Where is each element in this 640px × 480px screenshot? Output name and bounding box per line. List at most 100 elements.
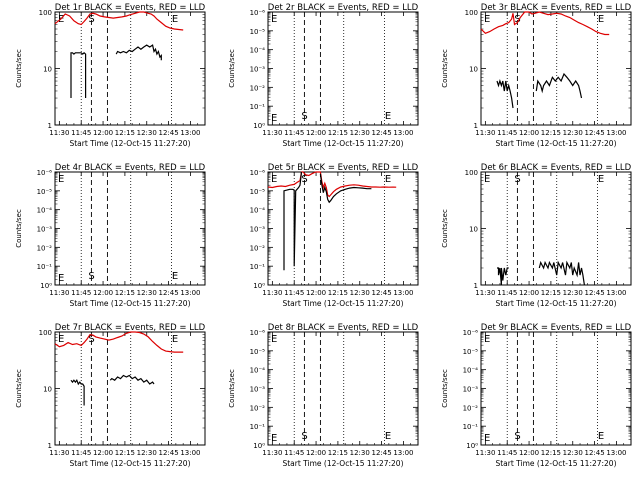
- y-tick-label: 10⁻¹: [37, 263, 53, 271]
- y-tick-label: 10⁻⁴: [463, 367, 479, 375]
- y-tick-label: 10⁻⁶: [37, 169, 53, 177]
- y-axis-label: Counts/sec: [441, 369, 449, 408]
- detector-panel-7: Det 7r BLACK = Events, RED = LLD Counts/s…: [15, 323, 206, 468]
- x-tick-label: 12:15: [115, 449, 135, 457]
- x-tick-label: 12:00: [519, 449, 539, 457]
- x-tick-label: 13:00: [393, 289, 413, 297]
- x-tick-label: 11:45: [71, 289, 91, 297]
- corner-marker-e: E: [271, 334, 277, 345]
- start-marker: S: [88, 334, 94, 345]
- x-tick-label: 12:00: [306, 289, 326, 297]
- y-tick-label: 10: [43, 386, 52, 394]
- x-tick-label: 12:00: [306, 129, 326, 137]
- x-tick-label: 12:15: [115, 129, 135, 137]
- y-tick-label: 100: [465, 169, 478, 177]
- panel-title: Det 4r BLACK = Events, RED = LLD: [55, 163, 206, 173]
- y-tick-label: 10⁻⁶: [250, 329, 266, 337]
- corner-marker-e: E: [58, 273, 64, 284]
- x-tick-label: 13:00: [180, 289, 200, 297]
- y-tick-label: 10⁻⁵: [250, 28, 266, 36]
- x-tick-label: 12:15: [541, 129, 561, 137]
- plot-frame: [267, 11, 419, 126]
- y-axis-label: Counts/sec: [441, 49, 449, 88]
- detector-panel-5: Det 5r BLACK = Events, RED = LLD Start Ti…: [250, 163, 419, 308]
- detector-panel-1: Det 1r BLACK = Events, RED = LLD Counts/s…: [15, 3, 206, 148]
- lld-series-line: [267, 171, 397, 198]
- y-tick-label: 100: [39, 9, 52, 17]
- x-axis-label: Start Time (12-Oct-15 11:27:20): [495, 139, 616, 148]
- x-tick-label: 11:30: [49, 289, 69, 297]
- detector-panel-2: Det 2r BLACK = Events, RED = LLD Counts/s…: [228, 3, 419, 148]
- x-tick-label: 13:00: [180, 449, 200, 457]
- y-tick-label: 10⁰: [253, 282, 265, 290]
- end-marker: E: [385, 431, 391, 442]
- x-tick-label: 12:15: [115, 289, 135, 297]
- x-tick-label: 13:00: [180, 129, 200, 137]
- x-tick-label: 11:45: [497, 289, 517, 297]
- x-tick-label: 12:45: [584, 449, 604, 457]
- corner-marker-e: E: [271, 433, 277, 444]
- y-tick-label: 10⁻³: [463, 386, 479, 394]
- x-tick-label: 12:15: [328, 449, 348, 457]
- start-marker: S: [514, 431, 520, 442]
- y-tick-label: 10⁻²: [463, 404, 479, 412]
- panel-title: Det 1r BLACK = Events, RED = LLD: [55, 3, 206, 13]
- x-tick-label: 12:15: [541, 289, 561, 297]
- y-axis-label: Counts/sec: [15, 209, 23, 248]
- x-tick-label: 12:00: [519, 289, 539, 297]
- lld-series-line: [480, 11, 610, 36]
- y-tick-label: 10⁰: [253, 442, 265, 450]
- x-tick-label: 12:00: [93, 449, 113, 457]
- events-series-line: [109, 374, 155, 385]
- y-tick-label: 10⁻¹: [250, 103, 266, 111]
- panel-title: Det 7r BLACK = Events, RED = LLD: [55, 323, 206, 333]
- y-tick-label: 100: [465, 9, 478, 17]
- y-tick-label: 10⁰: [40, 282, 52, 290]
- x-tick-label: 11:30: [262, 289, 282, 297]
- x-tick-label: 13:00: [393, 449, 413, 457]
- events-series-line: [115, 44, 162, 61]
- plot-frame: [480, 171, 632, 286]
- start-marker: S: [514, 174, 520, 185]
- end-marker: E: [598, 14, 604, 25]
- lld-series-line: [54, 331, 184, 353]
- x-tick-label: 12:30: [137, 289, 157, 297]
- y-tick-label: 10⁻¹: [463, 423, 479, 431]
- y-tick-label: 1: [474, 282, 478, 290]
- x-tick-label: 12:30: [137, 449, 157, 457]
- start-marker: S: [514, 14, 520, 25]
- y-tick-label: 10: [469, 66, 478, 74]
- lld-series-line: [54, 11, 184, 31]
- y-tick-label: 10⁻²: [250, 84, 266, 92]
- x-tick-label: 12:45: [584, 289, 604, 297]
- start-marker: S: [88, 271, 94, 282]
- end-marker: E: [172, 271, 178, 282]
- y-tick-label: 10⁻²: [37, 244, 53, 252]
- x-tick-label: 12:00: [93, 289, 113, 297]
- end-marker: E: [385, 174, 391, 185]
- y-tick-label: 10⁻²: [250, 404, 266, 412]
- y-axis-label: Counts/sec: [15, 49, 23, 88]
- x-tick-label: 11:30: [475, 289, 495, 297]
- end-marker: E: [598, 431, 604, 442]
- y-tick-label: 10⁻¹: [250, 263, 266, 271]
- y-tick-label: 10: [43, 66, 52, 74]
- events-series-line: [283, 171, 303, 271]
- corner-marker-e: E: [484, 334, 490, 345]
- x-tick-label: 13:00: [606, 129, 626, 137]
- x-tick-label: 11:30: [475, 129, 495, 137]
- plot-frame: [54, 171, 206, 286]
- y-tick-label: 10⁻⁵: [250, 348, 266, 356]
- x-tick-label: 11:45: [497, 449, 517, 457]
- x-tick-label: 12:15: [328, 129, 348, 137]
- start-marker: S: [88, 14, 94, 25]
- panel-title: Det 9r BLACK = Events, RED = LLD: [481, 323, 632, 333]
- x-tick-label: 12:45: [158, 129, 178, 137]
- x-tick-label: 13:00: [606, 449, 626, 457]
- y-tick-label: 10⁻³: [250, 66, 266, 74]
- y-tick-label: 1: [48, 442, 52, 450]
- y-tick-label: 10⁻²: [250, 244, 266, 252]
- y-tick-label: 10⁰: [253, 122, 265, 130]
- x-tick-label: 12:15: [328, 289, 348, 297]
